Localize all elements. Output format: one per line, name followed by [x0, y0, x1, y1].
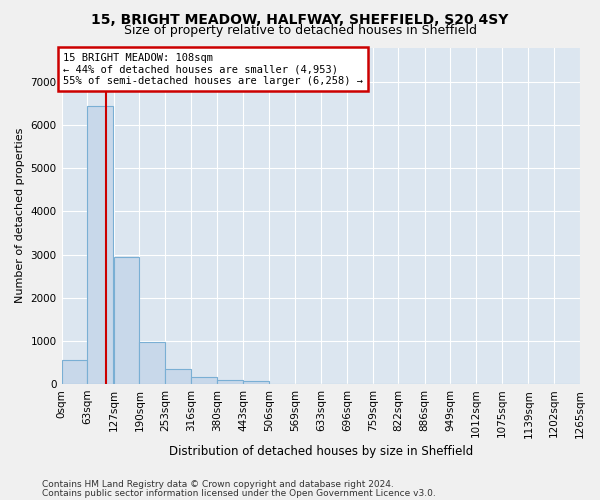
Bar [88, 106, 113, 384]
Bar [191, 377, 217, 384]
Bar [243, 381, 269, 384]
Bar [113, 256, 139, 384]
Bar [139, 342, 165, 384]
Text: 15, BRIGHT MEADOW, HALFWAY, SHEFFIELD, S20 4SY: 15, BRIGHT MEADOW, HALFWAY, SHEFFIELD, S… [91, 12, 509, 26]
Text: Contains HM Land Registry data © Crown copyright and database right 2024.: Contains HM Land Registry data © Crown c… [42, 480, 394, 489]
Y-axis label: Number of detached properties: Number of detached properties [15, 128, 25, 304]
Text: Contains public sector information licensed under the Open Government Licence v3: Contains public sector information licen… [42, 488, 436, 498]
Bar [165, 370, 191, 384]
Bar [217, 380, 243, 384]
X-axis label: Distribution of detached houses by size in Sheffield: Distribution of detached houses by size … [169, 444, 473, 458]
Bar [62, 360, 88, 384]
Text: 15 BRIGHT MEADOW: 108sqm
← 44% of detached houses are smaller (4,953)
55% of sem: 15 BRIGHT MEADOW: 108sqm ← 44% of detach… [63, 52, 363, 86]
Text: Size of property relative to detached houses in Sheffield: Size of property relative to detached ho… [124, 24, 476, 37]
